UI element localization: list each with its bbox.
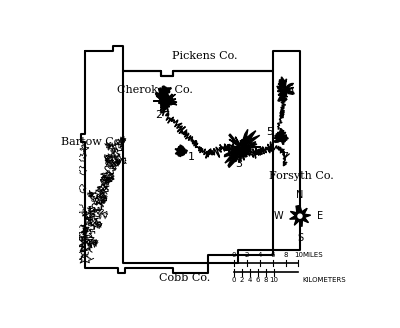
Text: 5: 5 — [266, 127, 273, 136]
Polygon shape — [273, 129, 288, 144]
Polygon shape — [278, 80, 286, 88]
Text: 10: 10 — [294, 252, 303, 258]
Text: S: S — [297, 233, 303, 243]
Text: 2: 2 — [155, 110, 162, 120]
Text: 10: 10 — [270, 277, 278, 283]
Text: 0: 0 — [232, 277, 236, 283]
Text: 2: 2 — [240, 277, 244, 283]
Text: 4: 4 — [258, 252, 262, 258]
Text: Pickens Co.: Pickens Co. — [172, 51, 238, 61]
Polygon shape — [175, 145, 188, 157]
Text: W: W — [273, 211, 283, 221]
Text: Cherokee Co.: Cherokee Co. — [116, 85, 192, 95]
Text: Bartow Co.: Bartow Co. — [60, 137, 123, 147]
Polygon shape — [156, 89, 167, 109]
Text: 8: 8 — [283, 252, 288, 258]
Text: KILOMETERS: KILOMETERS — [302, 277, 346, 283]
Text: 3: 3 — [236, 159, 242, 169]
Text: E: E — [317, 211, 323, 221]
Text: 6: 6 — [270, 252, 275, 258]
Text: 0: 0 — [232, 252, 236, 258]
Circle shape — [298, 214, 302, 218]
Polygon shape — [224, 129, 261, 167]
Text: 8: 8 — [264, 277, 268, 283]
Polygon shape — [290, 206, 310, 227]
Text: 2: 2 — [245, 252, 249, 258]
Text: Forsyth Co.: Forsyth Co. — [268, 171, 333, 181]
Text: N: N — [296, 190, 304, 200]
Text: MILES: MILES — [302, 252, 323, 258]
Text: Cobb Co.: Cobb Co. — [159, 273, 210, 283]
Text: 4: 4 — [248, 277, 252, 283]
Polygon shape — [153, 88, 177, 116]
Polygon shape — [277, 77, 294, 103]
Text: 4: 4 — [278, 135, 286, 145]
Text: 1: 1 — [188, 152, 195, 162]
Text: 6: 6 — [286, 85, 293, 95]
Text: 6: 6 — [256, 277, 260, 283]
Polygon shape — [159, 86, 171, 97]
Text: 7: 7 — [281, 152, 288, 162]
